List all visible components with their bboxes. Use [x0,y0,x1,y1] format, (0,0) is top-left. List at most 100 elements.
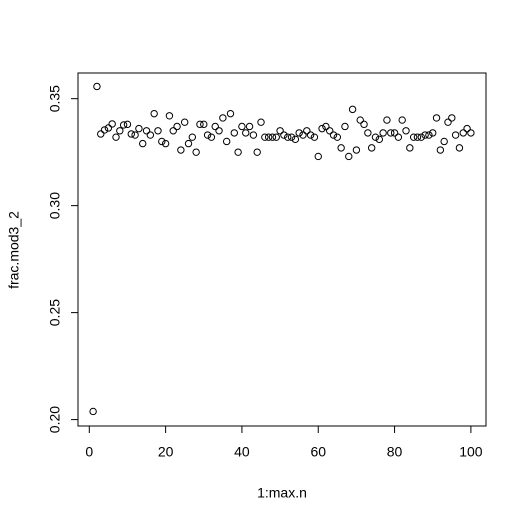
plot-box [77,72,487,427]
point [310,133,319,141]
point [97,130,105,138]
x-tick-label: 100 [459,444,483,460]
point [108,120,116,128]
point [226,109,235,118]
point [200,120,208,129]
y-axis-label: frac.mod3_2 [6,211,22,289]
x-tick-label: 60 [310,444,326,460]
point [325,127,334,135]
point [444,118,452,126]
point [245,122,254,131]
point [429,129,437,137]
point [299,131,307,139]
point [173,122,181,131]
point [394,133,403,141]
point [139,139,147,148]
point [161,139,170,148]
point [116,127,124,135]
point [177,146,185,154]
point [211,122,219,131]
y-tick-label: 0.25 [47,299,63,326]
point [230,129,239,137]
point [192,148,200,156]
point [318,124,326,133]
point [222,137,231,146]
point [314,152,322,161]
point [451,131,460,139]
point [165,112,174,120]
point [364,129,372,137]
point [284,133,292,141]
point [257,118,265,126]
point [184,139,193,148]
point [104,124,113,132]
point [253,148,261,156]
point [329,131,338,139]
point [127,130,135,138]
point [337,144,345,152]
point [417,133,425,141]
y-tick-label: 0.35 [47,85,63,112]
point [219,114,227,122]
point [146,131,155,139]
point [158,137,166,146]
point [459,129,467,137]
point [119,121,128,129]
point [291,135,300,144]
point [131,131,139,139]
point [196,120,204,129]
point [402,127,410,135]
point [375,135,384,144]
point [379,129,387,137]
point [448,114,456,122]
point [367,144,376,152]
point [360,120,368,129]
point [348,105,357,114]
y-tick-label: 0.20 [47,406,63,433]
point [123,120,132,129]
point [421,131,429,139]
point [169,127,177,135]
point [463,124,471,133]
point [352,146,361,154]
point [409,133,418,141]
x-axis-label: 1:max.n [257,485,307,501]
point [150,109,158,118]
point [89,407,97,416]
point [287,133,296,141]
y-tick-label: 0.30 [47,192,63,219]
point [264,133,273,141]
point [345,152,353,161]
point [436,146,445,154]
point [249,131,258,139]
point [180,118,189,126]
point [238,122,246,131]
point [383,116,391,124]
point [234,148,242,156]
point [387,129,395,137]
point [142,127,151,135]
point [356,116,364,124]
point [425,131,433,139]
point [467,129,475,137]
point [100,126,109,134]
point [303,127,311,135]
point [333,133,342,141]
point [440,137,448,146]
point [390,129,399,137]
x-tick-label: 20 [158,444,174,460]
point [306,131,315,139]
point [398,116,406,124]
point [207,133,216,141]
point [406,144,414,152]
point [135,124,143,133]
x-tick-label: 80 [387,444,403,460]
point [413,133,422,141]
point [261,133,269,141]
point [432,114,441,122]
point [188,133,197,141]
point [203,131,212,139]
point [272,133,280,141]
